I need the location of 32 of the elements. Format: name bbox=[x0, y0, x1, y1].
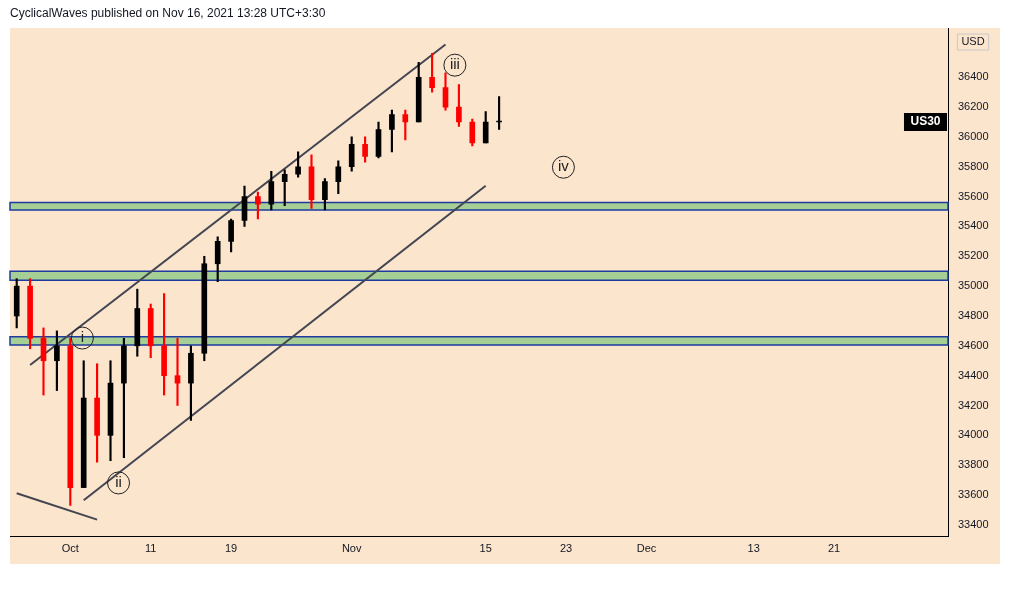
chart-title: CyclicalWaves published on Nov 16, 2021 13:28 UTC+3:30 bbox=[10, 6, 326, 20]
y-tick-label: 35200 bbox=[958, 249, 989, 262]
annotation: i bbox=[80, 328, 85, 346]
y-tick-label: 34400 bbox=[958, 368, 989, 381]
x-tick-label: 11 bbox=[144, 542, 157, 555]
x-tick-label: 15 bbox=[479, 542, 492, 555]
y-tick-label: 34000 bbox=[958, 428, 989, 441]
y-tick-label: 35800 bbox=[958, 159, 989, 172]
y-tick-label: 35600 bbox=[958, 189, 989, 202]
y-tick-label: 34800 bbox=[958, 309, 989, 321]
x-tick-label: 19 bbox=[224, 542, 238, 555]
y-tick-label: 34200 bbox=[958, 398, 989, 411]
y-tick-label: 33800 bbox=[958, 458, 989, 471]
annotation: iii bbox=[449, 55, 460, 73]
y-tick-label: 34600 bbox=[958, 338, 989, 351]
y-tick-label: 33400 bbox=[958, 517, 989, 530]
x-tick-label: 13 bbox=[747, 542, 760, 555]
y-tick-label: 35000 bbox=[958, 279, 989, 292]
x-tick-label: Dec bbox=[636, 542, 657, 555]
annotation: US30 bbox=[910, 114, 941, 129]
y-tick-label: 36400 bbox=[958, 70, 989, 83]
y-tick-label: 36000 bbox=[958, 129, 989, 142]
x-tick-label: Oct bbox=[61, 542, 79, 555]
x-tick-label: 21 bbox=[827, 542, 841, 555]
x-tick-label: 23 bbox=[559, 542, 573, 555]
annotation: ii bbox=[115, 473, 122, 491]
y-tick-label: 36200 bbox=[958, 100, 989, 113]
y-tick-label: 33600 bbox=[958, 488, 989, 501]
x-tick-label: Nov bbox=[341, 542, 362, 555]
y-tick-label: 35400 bbox=[958, 219, 989, 232]
annotation: iv bbox=[558, 157, 570, 175]
y-axis-title: USD bbox=[961, 35, 985, 48]
